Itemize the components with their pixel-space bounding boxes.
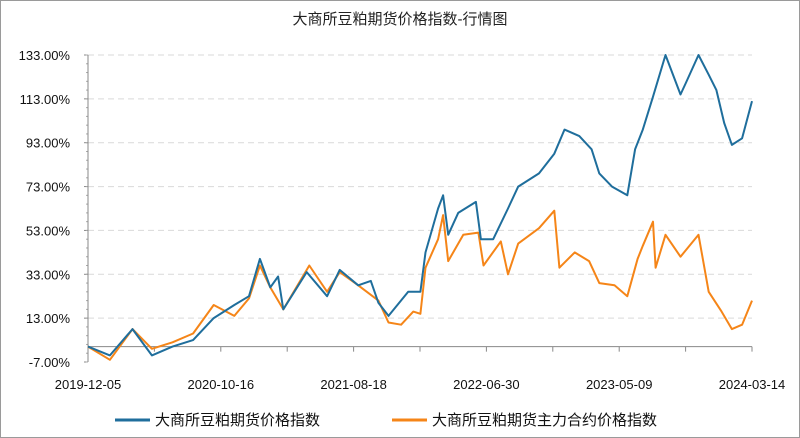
series-line-2: [87, 209, 753, 361]
y-axis: 133.00% 113.00% 93.00% 73.00% 53.00% 33.00% 13…: [19, 48, 89, 370]
x-axis: 2019-12-05 2020-10-16 2021-08-18 2022-06-30…: [55, 346, 786, 392]
y-tick-label: 53.00%: [26, 223, 71, 238]
legend: 大商所豆粕期货价格指数 大商所豆粕期货主力合约价格指数: [115, 412, 657, 429]
gridlines: [88, 54, 752, 319]
y-tick-label: 73.00%: [26, 180, 71, 195]
chart-title: 大商所豆粕期货价格指数-行情图: [293, 11, 508, 28]
x-tick-label: 2019-12-05: [55, 377, 122, 392]
x-tick-label: 2023-05-09: [586, 377, 653, 392]
y-tick-label: 133.00%: [19, 48, 71, 63]
series-line-1: [87, 54, 753, 357]
y-tick-label: 113.00%: [20, 92, 71, 107]
legend-label-series-1: 大商所豆粕期货价格指数: [155, 412, 320, 429]
y-tick-label: 33.00%: [26, 267, 71, 282]
y-tick-label: 93.00%: [26, 136, 71, 151]
y-tick-label: 13.00%: [26, 311, 71, 326]
y-tick-label: -7.00%: [29, 355, 71, 370]
legend-label-series-2: 大商所豆粕期货主力合约价格指数: [432, 412, 657, 429]
series-lines: [87, 54, 753, 361]
x-tick-label: 2024-03-14: [719, 377, 786, 392]
x-tick-label: 2022-06-30: [453, 377, 520, 392]
x-tick-label: 2020-10-16: [188, 377, 255, 392]
x-tick-label: 2021-08-18: [320, 377, 387, 392]
